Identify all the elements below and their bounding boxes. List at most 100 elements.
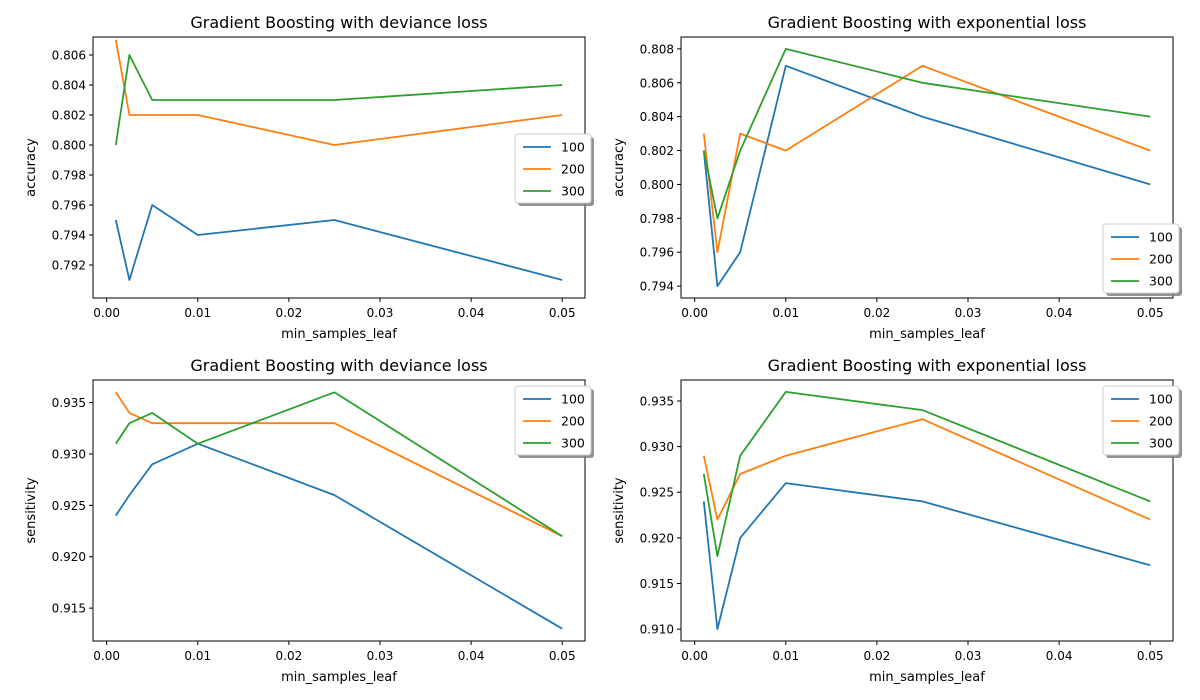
legend-label-100: 100: [1149, 230, 1173, 245]
y-tick-label: 0.920: [640, 531, 674, 545]
y-tick-label: 0.798: [52, 169, 86, 183]
legend-label-200: 200: [1149, 414, 1173, 429]
y-tick-label: 0.910: [640, 623, 674, 637]
x-tick-label: 0.03: [367, 306, 394, 320]
x-tick-label: 0.00: [93, 306, 120, 320]
x-tick-label: 0.01: [772, 306, 799, 320]
legend-box: [1102, 223, 1180, 294]
series-line-200: [702, 418, 1151, 521]
plot-area-frame: [680, 36, 1174, 299]
series-line-200: [702, 64, 1151, 254]
legend: 100 200 300: [1102, 223, 1182, 296]
x-tick-label: 0.00: [681, 649, 708, 663]
legend-label-100: 100: [561, 140, 585, 155]
x-axis-label: min_samples_leaf: [281, 670, 397, 685]
y-tick-label: 0.915: [52, 602, 86, 616]
legend-label-300: 300: [1149, 274, 1173, 289]
legend: 100 200 300: [1102, 385, 1182, 458]
y-tick-label: 0.808: [640, 42, 674, 56]
x-axis-label: min_samples_leaf: [281, 327, 397, 342]
chart-panel-top-left: Gradient Boosting with deviance loss min…: [24, 13, 594, 342]
chart-panel-bottom-right: Gradient Boosting with exponential loss …: [612, 356, 1182, 685]
y-tick-label: 0.930: [52, 447, 86, 461]
x-axis-label: min_samples_leaf: [869, 670, 985, 685]
legend-box: [514, 385, 592, 456]
x-tick-label: 0.03: [955, 306, 982, 320]
y-axis-label: sensitivity: [24, 477, 39, 544]
legend-label-300: 300: [561, 184, 585, 199]
y-tick-label: 0.806: [52, 49, 86, 63]
x-tick-label: 0.02: [864, 306, 891, 320]
y-tick-label: 0.925: [52, 499, 86, 513]
x-tick-label: 0.04: [1046, 649, 1073, 663]
series-line-100: [702, 64, 1151, 288]
chart-panel-bottom-left: Gradient Boosting with deviance loss min…: [24, 356, 594, 685]
legend: 100 200 300: [514, 133, 594, 206]
x-tick-label: 0.00: [681, 306, 708, 320]
x-tick-label: 0.02: [276, 649, 303, 663]
x-tick-label: 0.01: [772, 649, 799, 663]
x-tick-label: 0.05: [1137, 649, 1164, 663]
legend: 100 200 300: [514, 385, 594, 458]
x-tick-label: 0.04: [458, 306, 485, 320]
y-tick-label: 0.806: [640, 76, 674, 90]
x-tick-label: 0.05: [1137, 306, 1164, 320]
legend-label-100: 100: [1149, 392, 1173, 407]
legend-box: [1102, 385, 1180, 456]
chart-panel-top-right: Gradient Boosting with exponential loss …: [612, 13, 1182, 342]
y-tick-label: 0.804: [52, 79, 86, 93]
series-line-300: [114, 54, 563, 146]
y-tick-label: 0.802: [640, 144, 674, 158]
y-tick-label: 0.925: [640, 486, 674, 500]
x-tick-label: 0.05: [549, 649, 576, 663]
x-tick-label: 0.04: [1046, 306, 1073, 320]
legend-label-300: 300: [561, 436, 585, 451]
series-line-300: [702, 390, 1151, 557]
x-tick-label: 0.03: [955, 649, 982, 663]
x-tick-label: 0.01: [184, 649, 211, 663]
x-tick-label: 0.05: [549, 306, 576, 320]
y-tick-label: 0.930: [640, 440, 674, 454]
y-tick-label: 0.800: [640, 178, 674, 192]
legend-label-100: 100: [561, 392, 585, 407]
plot-area-frame: [680, 379, 1174, 642]
legend-label-200: 200: [561, 414, 585, 429]
plot-area-frame: [92, 379, 586, 642]
x-tick-label: 0.02: [276, 306, 303, 320]
y-tick-label: 0.800: [52, 139, 86, 153]
series-line-200: [114, 39, 563, 146]
y-axis-label: accuracy: [612, 138, 627, 197]
y-tick-label: 0.935: [640, 394, 674, 408]
legend-label-200: 200: [1149, 252, 1173, 267]
y-tick-label: 0.935: [52, 396, 86, 410]
series-line-100: [114, 204, 563, 281]
y-tick-label: 0.796: [640, 246, 674, 260]
series-line-300: [115, 391, 563, 537]
legend-box: [514, 133, 592, 204]
y-tick-label: 0.802: [52, 109, 86, 123]
legend-label-200: 200: [561, 162, 585, 177]
series-line-100: [115, 442, 563, 630]
chart-title: Gradient Boosting with exponential loss: [768, 356, 1087, 375]
y-tick-label: 0.798: [640, 212, 674, 226]
y-tick-label: 0.794: [52, 229, 86, 243]
y-axis-label: accuracy: [24, 138, 39, 197]
y-tick-label: 0.915: [640, 577, 674, 591]
x-axis-label: min_samples_leaf: [869, 327, 985, 342]
x-tick-label: 0.03: [367, 649, 394, 663]
y-tick-label: 0.920: [52, 550, 86, 564]
series-line-100: [702, 482, 1151, 630]
x-tick-label: 0.04: [458, 649, 485, 663]
chart-title: Gradient Boosting with deviance loss: [190, 356, 487, 375]
series-line-200: [115, 391, 563, 538]
legend-label-300: 300: [1149, 436, 1173, 451]
y-axis-label: sensitivity: [612, 477, 627, 544]
y-tick-label: 0.792: [52, 259, 86, 273]
x-tick-label: 0.02: [864, 649, 891, 663]
y-tick-label: 0.796: [52, 199, 86, 213]
y-tick-label: 0.794: [640, 280, 674, 294]
chart-title: Gradient Boosting with deviance loss: [190, 13, 487, 32]
x-tick-label: 0.01: [184, 306, 211, 320]
